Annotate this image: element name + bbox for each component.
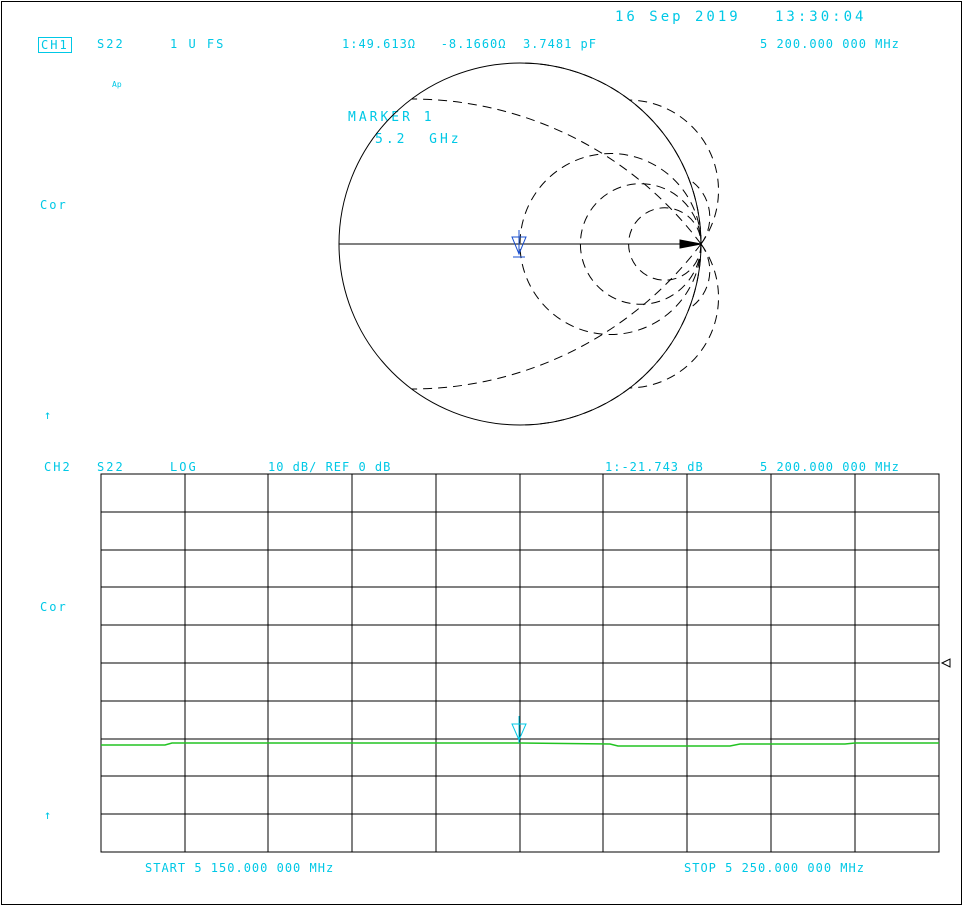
reactance-arc-neg-4: [689, 243, 711, 309]
smith-convergence-marker: [679, 239, 702, 249]
ch2-scale-arrow: ↑: [44, 808, 54, 822]
reactance-arc-neg-05: [411, 243, 702, 390]
reference-position-icon: [940, 658, 951, 668]
ch2-label[interactable]: CH2: [44, 460, 72, 474]
reactance-arc-pos-2: [628, 99, 719, 245]
ch1-cor-label: Cor: [40, 198, 68, 212]
reactance-arc-pos-4: [689, 179, 711, 245]
ch2-cor-label: Cor: [40, 600, 68, 614]
reactance-arc-pos-1: [519, 62, 702, 245]
ch2-scale: 10 dB/ REF 0 dB: [268, 460, 392, 474]
reactance-arc-neg-2: [628, 243, 719, 389]
ch1-avg-flag: Ap: [112, 80, 122, 89]
ch1-label[interactable]: CH1: [38, 37, 72, 53]
marker-frequency: 5.2 GHz: [375, 132, 462, 147]
ch1-frequency: 5 200.000 000 MHz: [760, 37, 900, 51]
ch2-marker-triangle-icon[interactable]: [511, 716, 527, 743]
ch2-frequency: 5 200.000 000 MHz: [760, 460, 900, 474]
ch2-marker-readout: 1:-21.743 dB: [605, 460, 704, 474]
ch2-format: LOG: [170, 460, 198, 474]
datetime: 16 Sep 2019 13:30:04: [615, 9, 867, 25]
stop-frequency: STOP 5 250.000 000 MHz: [684, 861, 865, 875]
start-frequency: START 5 150.000 000 MHz: [145, 861, 335, 875]
ch1-scale-arrow: ↑: [44, 408, 54, 422]
ch1-marker-readout: 1:49.613Ω -8.1660Ω 3.7481 pF: [342, 37, 597, 51]
ch1-marker-triangle-icon[interactable]: [511, 230, 527, 258]
reactance-arc-neg-1: [519, 243, 702, 426]
ch2-grid: [100, 473, 940, 853]
ch2-parameter: S22: [97, 460, 125, 474]
smith-chart: [338, 62, 719, 426]
reactance-arc-pos-05: [411, 98, 702, 245]
ch1-format: 1 U FS: [170, 37, 226, 51]
ch2-trace: [101, 742, 939, 747]
ch1-parameter: S22: [97, 37, 125, 51]
